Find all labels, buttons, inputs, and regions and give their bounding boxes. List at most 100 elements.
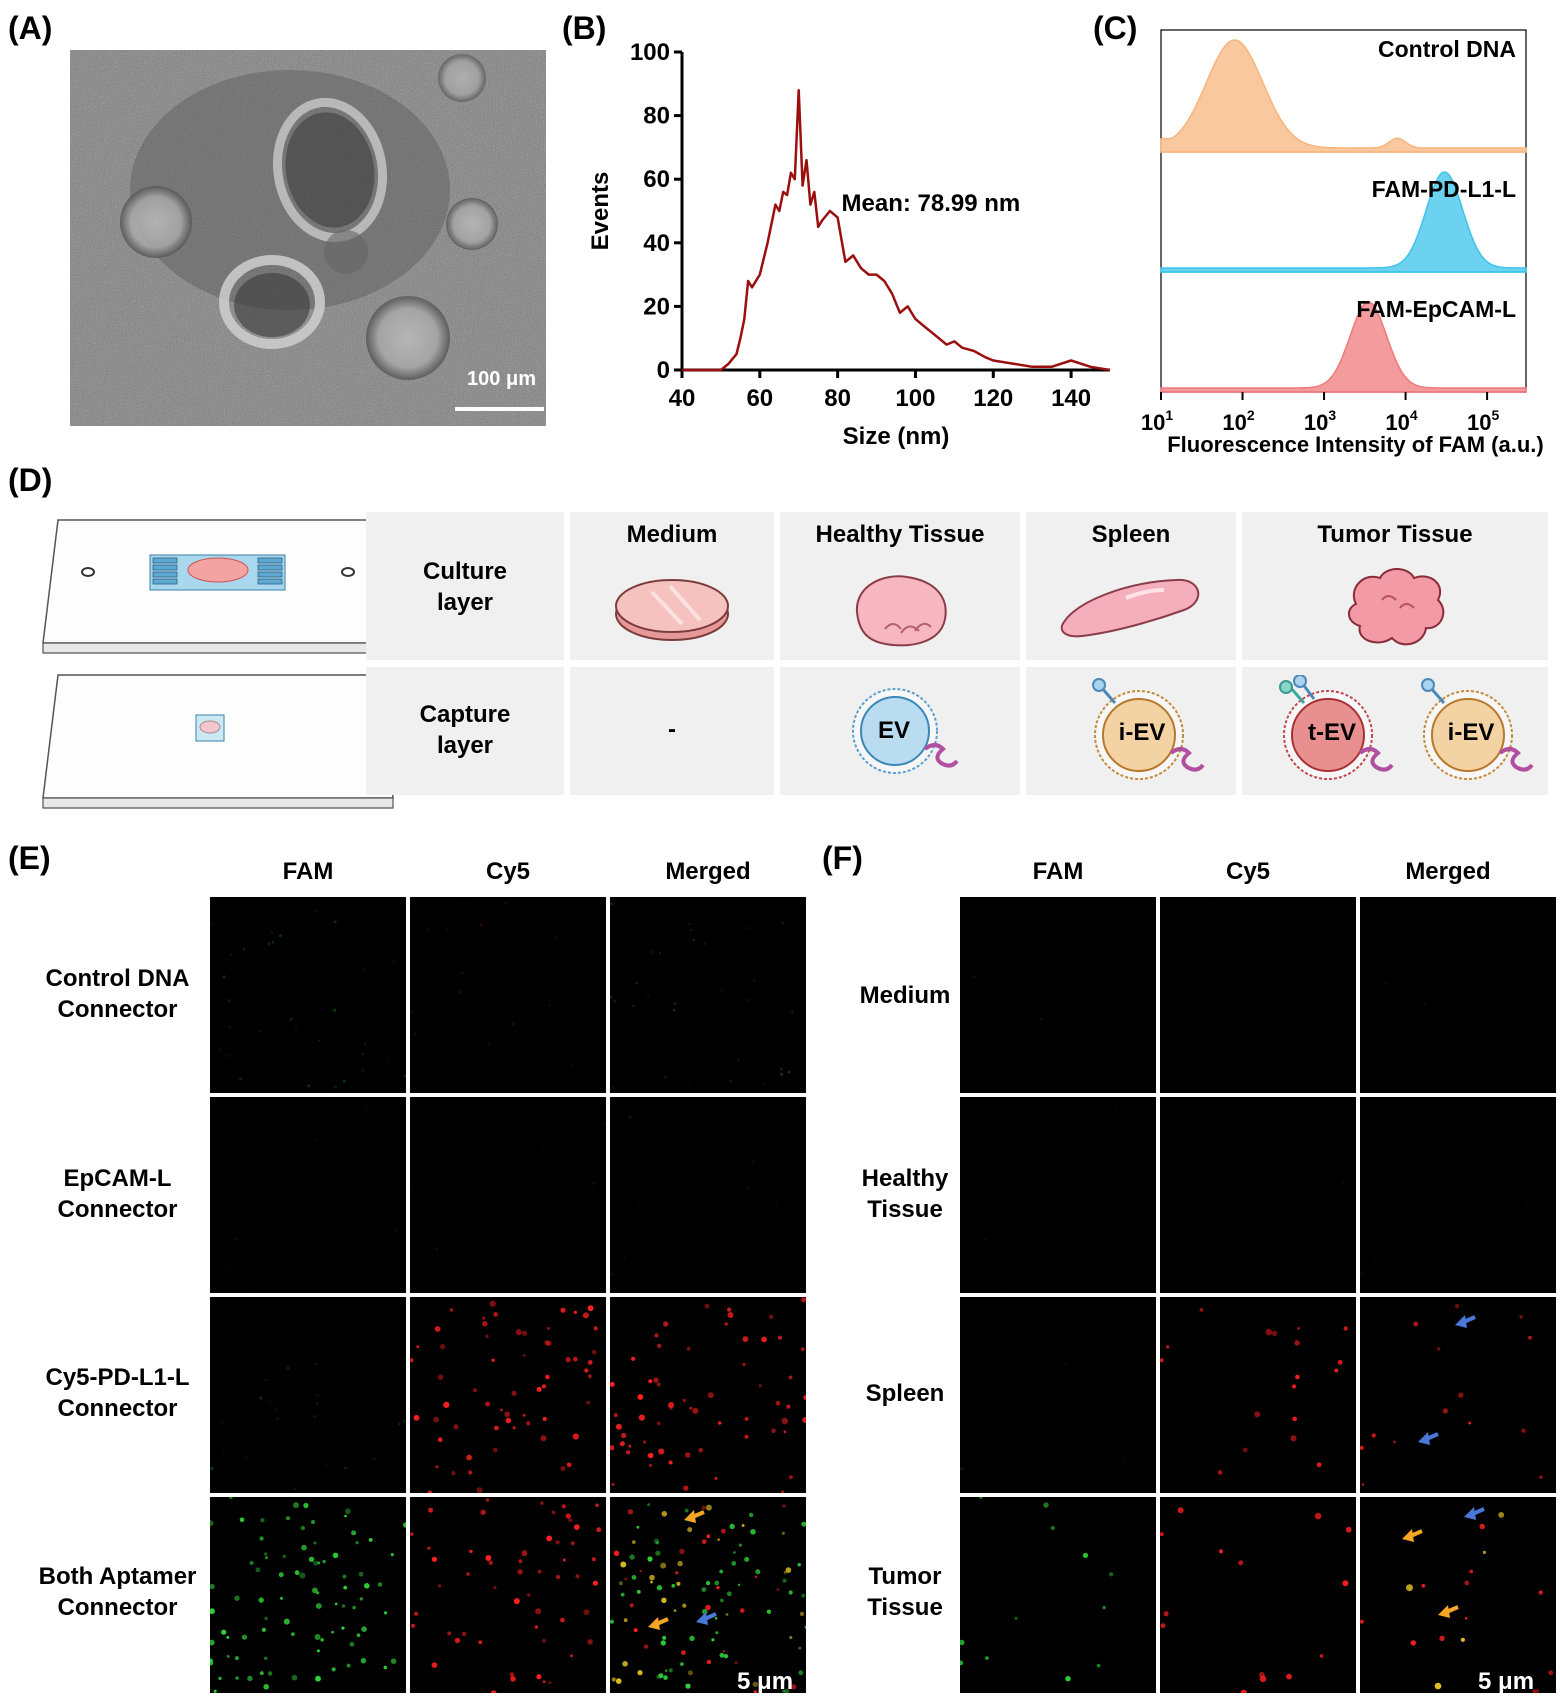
fluorescent-spot (1025, 1408, 1028, 1411)
fluorescent-spot (787, 1070, 791, 1074)
micrograph-tile (410, 1097, 606, 1293)
fluorescent-spot (1532, 1689, 1536, 1693)
fluorescent-spot (979, 1496, 983, 1499)
fluorescent-spot (727, 1307, 732, 1312)
fluorescent-spot (220, 1421, 223, 1424)
fluorescent-spot (660, 1562, 667, 1569)
fluorescent-spot (658, 1448, 665, 1455)
fluorescent-spot (680, 1662, 684, 1666)
fluorescent-spot (675, 1571, 679, 1575)
fluorescent-spot (258, 1597, 264, 1603)
fluorescent-spot (637, 1670, 643, 1676)
fluorescent-spot (293, 1502, 299, 1509)
fluorescent-spot (551, 1510, 556, 1515)
fluorescent-spot (720, 1598, 724, 1603)
ev-label: EV (877, 717, 910, 744)
row-label-control-dna: Control DNA Connector (20, 963, 215, 1025)
fluorescent-spot (609, 995, 613, 999)
fluorescent-spot (1082, 1552, 1089, 1558)
y-axis-title: Events (587, 172, 614, 251)
fluorescent-spot (517, 1569, 523, 1575)
fluorescent-spot (427, 1546, 431, 1550)
fluorescent-spot (1159, 1532, 1164, 1537)
fluorescent-spot (651, 950, 655, 954)
fluorescent-spot (1460, 1637, 1465, 1642)
micrograph-canvas (210, 910, 407, 1089)
fluorescent-spot (359, 1597, 364, 1601)
fluorescent-spot (342, 1079, 346, 1083)
fluorescent-spot (689, 1406, 693, 1410)
fluorescent-spot (582, 1312, 589, 1319)
scale-bar-label-e: 5 μm (737, 1668, 794, 1695)
fluorescent-spot (234, 1656, 239, 1661)
fluorescent-spot (542, 1416, 547, 1422)
micrograph-canvas (410, 1121, 605, 1251)
fluorescent-spot (317, 1561, 321, 1565)
fluorescent-spot (745, 998, 749, 1002)
fluorescent-spot (610, 1272, 613, 1275)
fluorescent-spot (636, 1525, 640, 1529)
fluorescent-spot (729, 1523, 735, 1530)
fluorescent-spot (439, 1344, 446, 1350)
y-tick-label: 20 (643, 293, 670, 320)
x-tick-label: 102 (1222, 407, 1254, 435)
row-label-medium: Medium (835, 980, 975, 1011)
fluorescent-spot (227, 999, 231, 1003)
fluorescent-spot (299, 1572, 306, 1579)
fluorescent-spot (322, 1559, 326, 1564)
fluorescent-spot (660, 1640, 666, 1646)
col-header-fam: FAM (1032, 858, 1084, 885)
fluorescent-spot (744, 1434, 749, 1439)
fluorescent-spot (461, 1039, 464, 1042)
fluorescent-spot (493, 1447, 498, 1453)
fluorescent-spot (521, 1330, 528, 1336)
x-tick-label: 104 (1385, 407, 1417, 435)
fluorescent-spot (744, 1416, 749, 1421)
micrograph-canvas (961, 1098, 1117, 1292)
fluorescent-spot (1159, 1358, 1164, 1363)
fluorescent-spot (326, 1464, 328, 1467)
col-header-tumor-tissue: Tumor Tissue (1317, 521, 1473, 548)
fluorescent-spot (1423, 1002, 1426, 1005)
fluorescent-spot (1218, 1470, 1223, 1475)
fluorescent-spot (561, 1504, 566, 1509)
row-header-capture: Capture layer (366, 667, 564, 795)
fluorescent-spot (228, 1025, 231, 1029)
fluorescent-spot (207, 1520, 214, 1527)
fluorescent-spot (729, 1079, 733, 1083)
fluorescent-spot (235, 1676, 239, 1680)
fluorescent-spot (681, 1650, 686, 1655)
fluorescent-spot (703, 943, 706, 945)
fluorescent-spot (541, 1384, 547, 1389)
fluorescent-spot (260, 1518, 265, 1523)
x-axis-title: Fluorescence Intensity of FAM (a.u.) (1167, 432, 1544, 457)
fluorescent-spot (650, 1580, 653, 1584)
micrograph-tile (1360, 897, 1556, 1093)
fluorescent-spot (761, 1336, 767, 1343)
row-label-tumor-tissue: Tumor Tissue (835, 1561, 975, 1623)
fluorescent-spot (705, 1504, 712, 1511)
panel-label-d: (D) (8, 462, 53, 498)
fluorescent-spot (565, 1357, 571, 1363)
fluorescent-spot (782, 1578, 787, 1583)
x-tick-label: 100 (895, 385, 935, 412)
fluorescent-spot (222, 975, 226, 979)
capture-none: - (668, 716, 676, 743)
fluorescent-spot (593, 1326, 598, 1331)
fluorescent-spot (687, 1527, 693, 1533)
fluorescent-spot (542, 1680, 546, 1684)
fluorescent-spot (332, 1552, 339, 1559)
fluorescent-spot (786, 1404, 791, 1409)
fluorescent-spot (410, 1011, 413, 1014)
arrow-icon (648, 1617, 669, 1630)
fluorescent-spot (526, 1421, 531, 1426)
fluorescent-spot (249, 1561, 254, 1565)
arrow-icon (1418, 1432, 1439, 1445)
micrograph-canvas (410, 901, 587, 1084)
fluorescent-spot (628, 1115, 632, 1119)
fluorescent-spot (1393, 1440, 1396, 1444)
fluorescent-spot (208, 1639, 215, 1646)
histogram-1 (1160, 171, 1527, 273)
fluorescent-spot (264, 1378, 267, 1382)
fluorescent-spot (671, 1583, 676, 1588)
